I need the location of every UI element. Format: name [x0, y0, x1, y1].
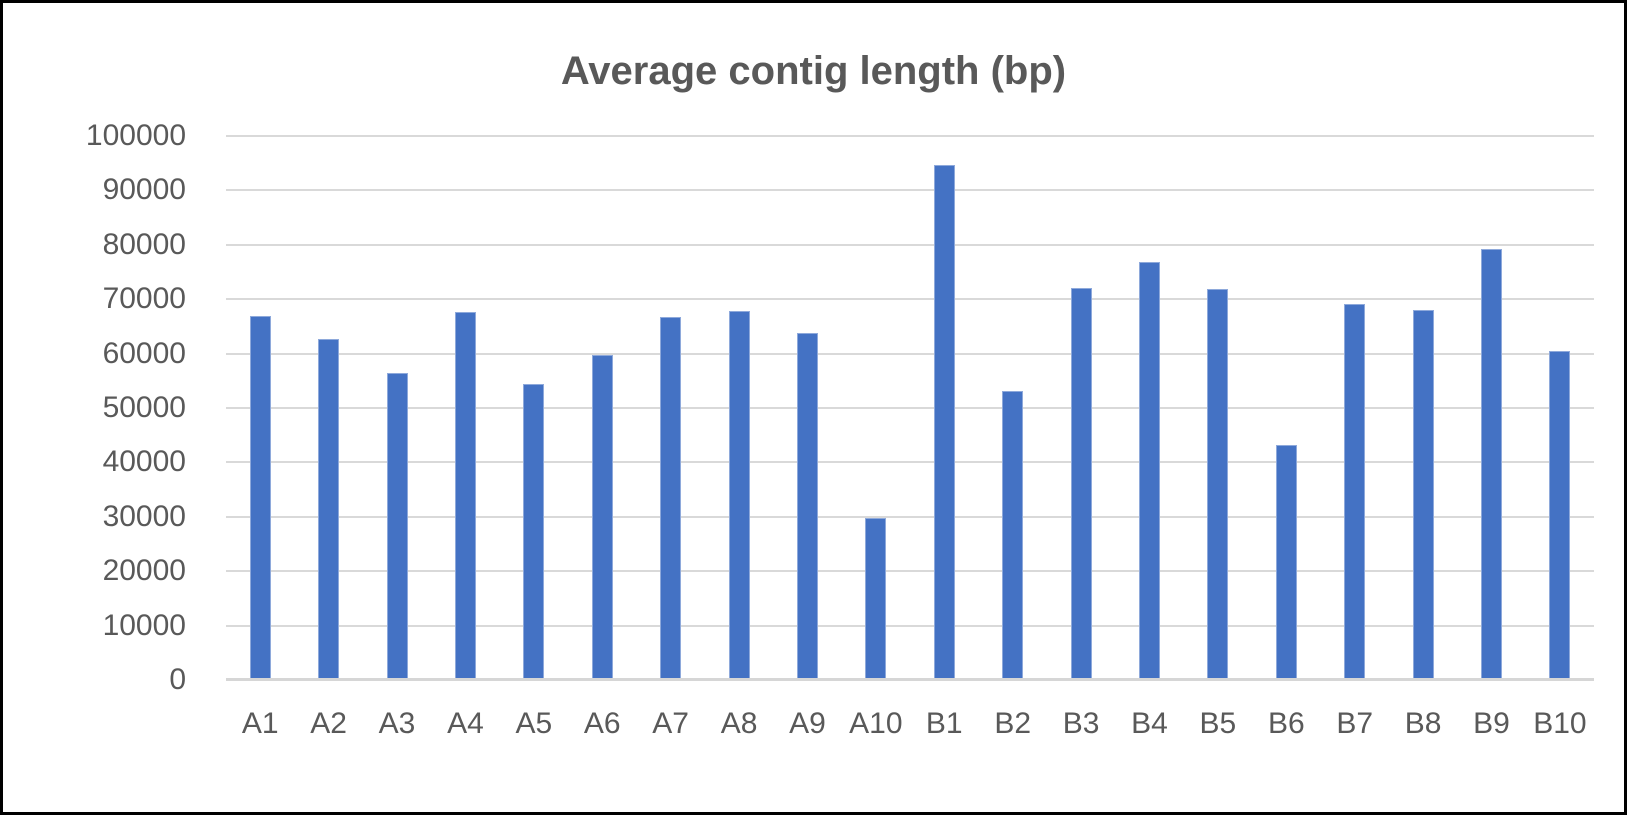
chart-title: Average contig length (bp) — [560, 49, 1067, 93]
x-tick-label-B10: B10 — [1533, 707, 1587, 740]
bar-A4 — [454, 312, 476, 680]
x-tick-label-B9: B9 — [1473, 707, 1510, 740]
x-tick-label-B6: B6 — [1267, 707, 1305, 740]
gridline-70000 — [226, 298, 1594, 301]
gridline-40000 — [226, 461, 1594, 464]
x-tick-label-B1: B1 — [925, 707, 963, 740]
bar-cell-B4 — [1115, 136, 1183, 680]
x-tick-label-B5: B5 — [1199, 707, 1237, 740]
bar-cell-A7 — [636, 136, 704, 680]
y-tick-label-70000: 70000 — [102, 282, 186, 316]
bar-B6 — [1275, 445, 1297, 680]
x-tick-label-B2: B2 — [994, 707, 1032, 740]
gridline-80000 — [226, 243, 1594, 246]
bar-A9 — [796, 332, 818, 680]
y-tick-label-90000: 90000 — [102, 173, 186, 207]
x-tick-label-B7: B7 — [1336, 707, 1374, 740]
bar-A7 — [660, 316, 682, 680]
gridline-90000 — [226, 189, 1594, 192]
bar-cell-B8 — [1389, 136, 1457, 680]
bar-B3 — [1070, 288, 1092, 680]
bar-B7 — [1344, 304, 1366, 680]
x-tick-label-A1: A1 — [241, 707, 279, 740]
bar-B5 — [1207, 289, 1229, 680]
bar-cell-A9 — [773, 136, 841, 680]
bar-cell-A10 — [842, 136, 910, 680]
bar-cell-A8 — [705, 136, 773, 680]
x-tick-label-B4: B4 — [1131, 707, 1168, 740]
bar-cell-B3 — [1047, 136, 1115, 680]
bar-B10 — [1549, 350, 1571, 680]
y-tick-label-10000: 10000 — [102, 608, 186, 642]
bar-cell-B6 — [1252, 136, 1320, 680]
bar-cell-B2 — [978, 136, 1046, 680]
x-tick-label-A10: A10 — [849, 707, 903, 740]
bar-cell-B7 — [1321, 136, 1389, 680]
bar-B8 — [1412, 310, 1434, 680]
y-tick-label-0: 0 — [169, 663, 186, 696]
y-tick-label-20000: 20000 — [102, 554, 186, 588]
y-tick-label-80000: 80000 — [102, 227, 186, 261]
bar-A1 — [249, 316, 271, 680]
y-tick-label-50000: 50000 — [102, 391, 186, 424]
bar-cell-B9 — [1457, 136, 1525, 680]
bar-A8 — [728, 311, 750, 680]
bar-A2 — [318, 338, 340, 680]
bar-B2 — [1002, 390, 1024, 680]
y-tick-label-40000: 40000 — [102, 445, 186, 479]
x-axis-line — [226, 678, 1594, 681]
bar-B1 — [933, 165, 955, 680]
bar-B4 — [1138, 262, 1160, 680]
x-tick-label-A2: A2 — [310, 707, 347, 740]
bar-A10 — [865, 518, 887, 680]
bar-cell-A1 — [226, 136, 294, 680]
y-axis-tick-labels: 100000 90000 80000 70000 60000 50000 40000 3000… — [3, 121, 186, 695]
bars-container — [226, 136, 1594, 680]
x-tick-label-A6: A6 — [583, 707, 621, 740]
x-tick-label-B8: B8 — [1404, 707, 1442, 740]
bar-cell-A3 — [363, 136, 431, 680]
bar-cell-A4 — [431, 136, 499, 680]
bar-A6 — [591, 355, 613, 680]
gridline-60000 — [226, 352, 1594, 355]
bar-cell-B5 — [1184, 136, 1252, 680]
gridline-100000 — [226, 135, 1594, 137]
bar-cell-A6 — [568, 136, 636, 680]
bar-A5 — [523, 384, 545, 680]
bar-cell-A2 — [294, 136, 362, 680]
bar-cell-A5 — [500, 136, 568, 680]
x-tick-label-A8: A8 — [720, 707, 758, 740]
gridline-30000 — [226, 515, 1594, 518]
plot-area — [226, 135, 1594, 681]
x-tick-label-A5: A5 — [515, 707, 553, 740]
y-tick-label-60000: 60000 — [102, 336, 186, 370]
x-tick-label-B3: B3 — [1062, 707, 1100, 740]
bar-cell-B10 — [1526, 136, 1594, 680]
y-tick-label-100000: 100000 — [85, 119, 186, 152]
gridline-20000 — [226, 570, 1594, 573]
bar-cell-B1 — [910, 136, 978, 680]
x-tick-label-A7: A7 — [652, 707, 689, 740]
x-tick-label-A4: A4 — [447, 707, 484, 740]
bar-B9 — [1481, 249, 1503, 680]
x-tick-label-A3: A3 — [378, 707, 416, 740]
x-tick-label-A9: A9 — [789, 707, 826, 740]
bar-A3 — [386, 373, 408, 680]
x-axis-category-labels: A1 A2 A3 A4 A5 A6 A7 A8 A9 A10 B1 B2 B3 B4 B5 B6 B7 B8 B9 B… — [226, 707, 1594, 741]
gridline-10000 — [226, 624, 1594, 627]
gridline-50000 — [226, 407, 1594, 409]
y-tick-label-30000: 30000 — [102, 499, 186, 533]
